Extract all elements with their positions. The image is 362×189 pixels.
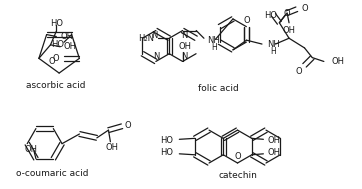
Text: HO: HO bbox=[50, 19, 63, 28]
Text: HO: HO bbox=[52, 40, 64, 49]
Text: O: O bbox=[243, 16, 250, 25]
Text: HO: HO bbox=[160, 136, 173, 145]
Text: O: O bbox=[284, 9, 290, 18]
Text: NH: NH bbox=[267, 40, 279, 49]
Text: H: H bbox=[212, 43, 218, 52]
Text: N: N bbox=[181, 52, 188, 61]
Text: NH: NH bbox=[207, 36, 220, 45]
Text: O: O bbox=[234, 152, 241, 161]
Text: O: O bbox=[125, 121, 131, 130]
Text: H₂N: H₂N bbox=[138, 34, 154, 43]
Text: OH: OH bbox=[332, 57, 345, 66]
Text: O: O bbox=[52, 54, 59, 63]
Text: catechin: catechin bbox=[219, 171, 257, 180]
Text: ascorbic acid: ascorbic acid bbox=[26, 81, 86, 90]
Text: HO: HO bbox=[160, 148, 173, 157]
Text: O: O bbox=[49, 57, 55, 66]
Text: OH: OH bbox=[106, 143, 119, 152]
Text: OH: OH bbox=[60, 32, 73, 41]
Text: N: N bbox=[153, 52, 159, 61]
Text: O: O bbox=[301, 4, 308, 13]
Text: folic acid: folic acid bbox=[198, 84, 239, 93]
Text: N: N bbox=[181, 31, 188, 40]
Text: o-coumaric acid: o-coumaric acid bbox=[16, 169, 89, 178]
Text: OH: OH bbox=[178, 43, 191, 51]
Text: OH: OH bbox=[267, 148, 280, 157]
Text: OH: OH bbox=[63, 42, 76, 51]
Text: OH: OH bbox=[267, 136, 280, 145]
Text: H: H bbox=[271, 47, 277, 56]
Text: N: N bbox=[151, 31, 157, 40]
Text: HO: HO bbox=[264, 11, 277, 19]
Text: O: O bbox=[295, 67, 302, 76]
Text: OH: OH bbox=[283, 26, 295, 35]
Text: OH: OH bbox=[25, 145, 38, 154]
